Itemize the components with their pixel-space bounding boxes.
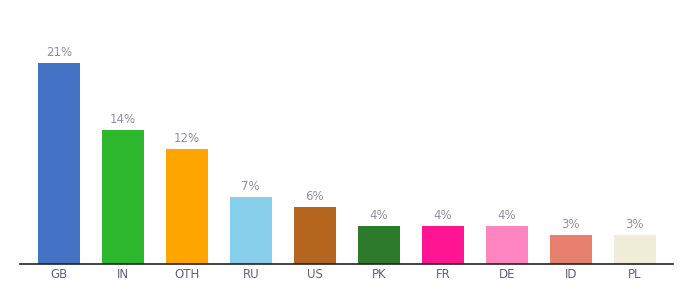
Bar xyxy=(358,226,400,264)
Bar xyxy=(294,206,336,264)
Text: 6%: 6% xyxy=(305,190,324,203)
Text: 4%: 4% xyxy=(498,209,516,222)
Bar xyxy=(550,235,592,264)
Bar xyxy=(102,130,143,264)
Text: 3%: 3% xyxy=(562,218,580,231)
Bar xyxy=(38,63,80,264)
Bar xyxy=(166,149,207,264)
Text: 7%: 7% xyxy=(241,180,260,193)
Bar xyxy=(422,226,464,264)
Text: 21%: 21% xyxy=(46,46,72,59)
Text: 4%: 4% xyxy=(433,209,452,222)
Text: 14%: 14% xyxy=(109,113,136,126)
Text: 3%: 3% xyxy=(626,218,644,231)
Bar xyxy=(230,197,271,264)
Text: 12%: 12% xyxy=(173,132,200,145)
Text: 4%: 4% xyxy=(369,209,388,222)
Bar xyxy=(486,226,528,264)
Bar xyxy=(614,235,656,264)
